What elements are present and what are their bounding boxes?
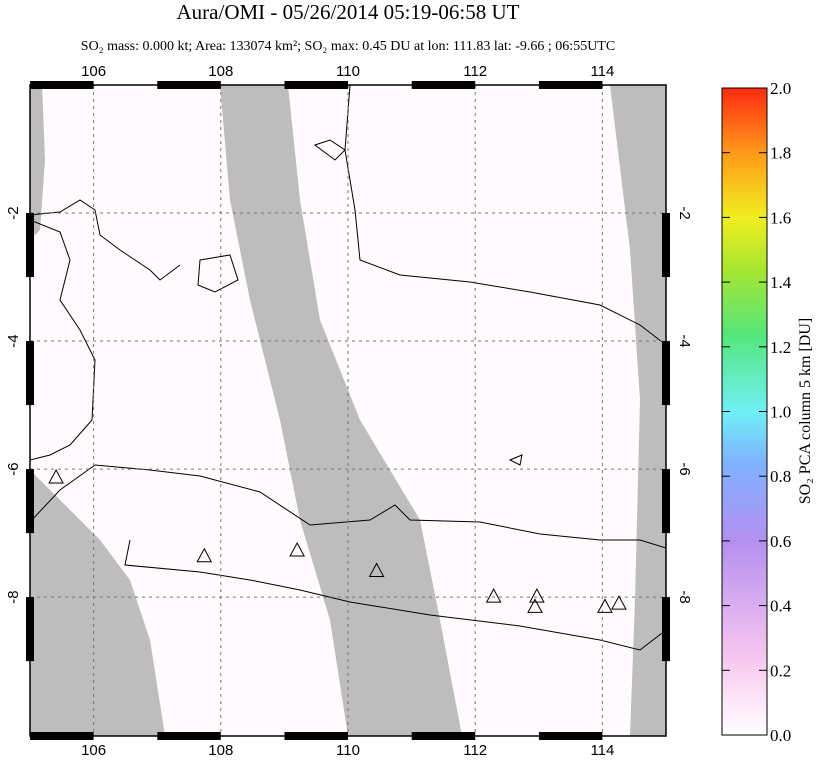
y-tick-label: -8: [676, 590, 693, 603]
y-tick-mark: [662, 469, 670, 534]
colorbar-tick-label: 1.0: [770, 403, 791, 422]
colorbar-tick-label: 0.2: [770, 661, 791, 680]
y-tick-label: -6: [5, 462, 22, 475]
volcano: [611, 595, 627, 610]
y-tick-label: -6: [676, 462, 693, 475]
y-tick-label: -8: [5, 590, 22, 603]
volcano: [485, 588, 502, 603]
colorbar-tick-label: 1.2: [770, 338, 791, 357]
x-tick-mark: [284, 81, 348, 89]
y-tick-label: -2: [5, 206, 22, 219]
y-tick-label: -4: [5, 334, 22, 347]
x-tick-label: 110: [336, 63, 360, 80]
subtitle: SO₂ mass: 0.000 kt; Area: 133074 km²; SO…: [81, 39, 615, 54]
x-tick-mark: [411, 732, 476, 740]
volcano: [368, 562, 385, 577]
x-tick-mark: [157, 81, 221, 89]
colorbar-tick-label: 1.4: [770, 273, 792, 292]
x-tick-mark: [538, 732, 603, 740]
colorbar-label: SO₂ PCA column 5 km [DU]: [797, 318, 814, 504]
x-tick-mark: [538, 81, 603, 89]
y-tick-mark: [26, 341, 34, 406]
colorbar-tick-label: 0.6: [770, 532, 791, 551]
x-tick-label: 112: [463, 63, 487, 80]
y-tick-mark: [662, 597, 670, 662]
x-tick-mark: [411, 81, 476, 89]
y-tick-mark: [26, 213, 34, 278]
y-tick-mark: [662, 213, 670, 278]
volcano: [48, 468, 64, 484]
y-tick-mark: [26, 597, 34, 662]
colorbar-tick-label: 0.4: [770, 597, 792, 616]
colorbar-tick-label: 0.8: [770, 467, 791, 486]
no-data-swaths: [30, 85, 666, 736]
x-tick-label: 108: [208, 742, 233, 759]
x-tick-label: 110: [336, 742, 360, 759]
y-tick-label: -2: [676, 206, 693, 219]
volcano: [196, 547, 213, 563]
colorbar-tick-label: 1.8: [770, 144, 791, 163]
x-tick-label: 114: [590, 63, 614, 80]
coastlines: [30, 85, 666, 651]
colorbar-tick-label: 0.0: [770, 726, 791, 745]
chart-title: Aura/OMI - 05/26/2014 05:19-06:58 UT: [177, 0, 520, 24]
colorbar-tick-label: 2.0: [770, 79, 791, 98]
volcano: [597, 598, 613, 613]
x-tick-label: 106: [81, 63, 106, 80]
x-tick-mark: [157, 732, 221, 740]
x-tick-label: 108: [208, 63, 233, 80]
grid: [30, 85, 666, 736]
volcanoes: [48, 468, 627, 613]
volcano: [527, 598, 543, 613]
x-tick-mark: [30, 81, 94, 89]
y-tick-mark: [662, 341, 670, 406]
x-tick-label: 114: [590, 742, 614, 759]
x-tick-label: 106: [81, 742, 106, 759]
x-tick-mark: [284, 732, 348, 740]
map-area: [30, 85, 666, 736]
x-tick-mark: [30, 732, 94, 740]
volcano: [289, 541, 305, 557]
x-tick-label: 112: [463, 742, 487, 759]
colorbar-tick-label: 1.6: [770, 208, 791, 227]
y-tick-label: -4: [676, 334, 693, 347]
y-tick-mark: [26, 469, 34, 534]
